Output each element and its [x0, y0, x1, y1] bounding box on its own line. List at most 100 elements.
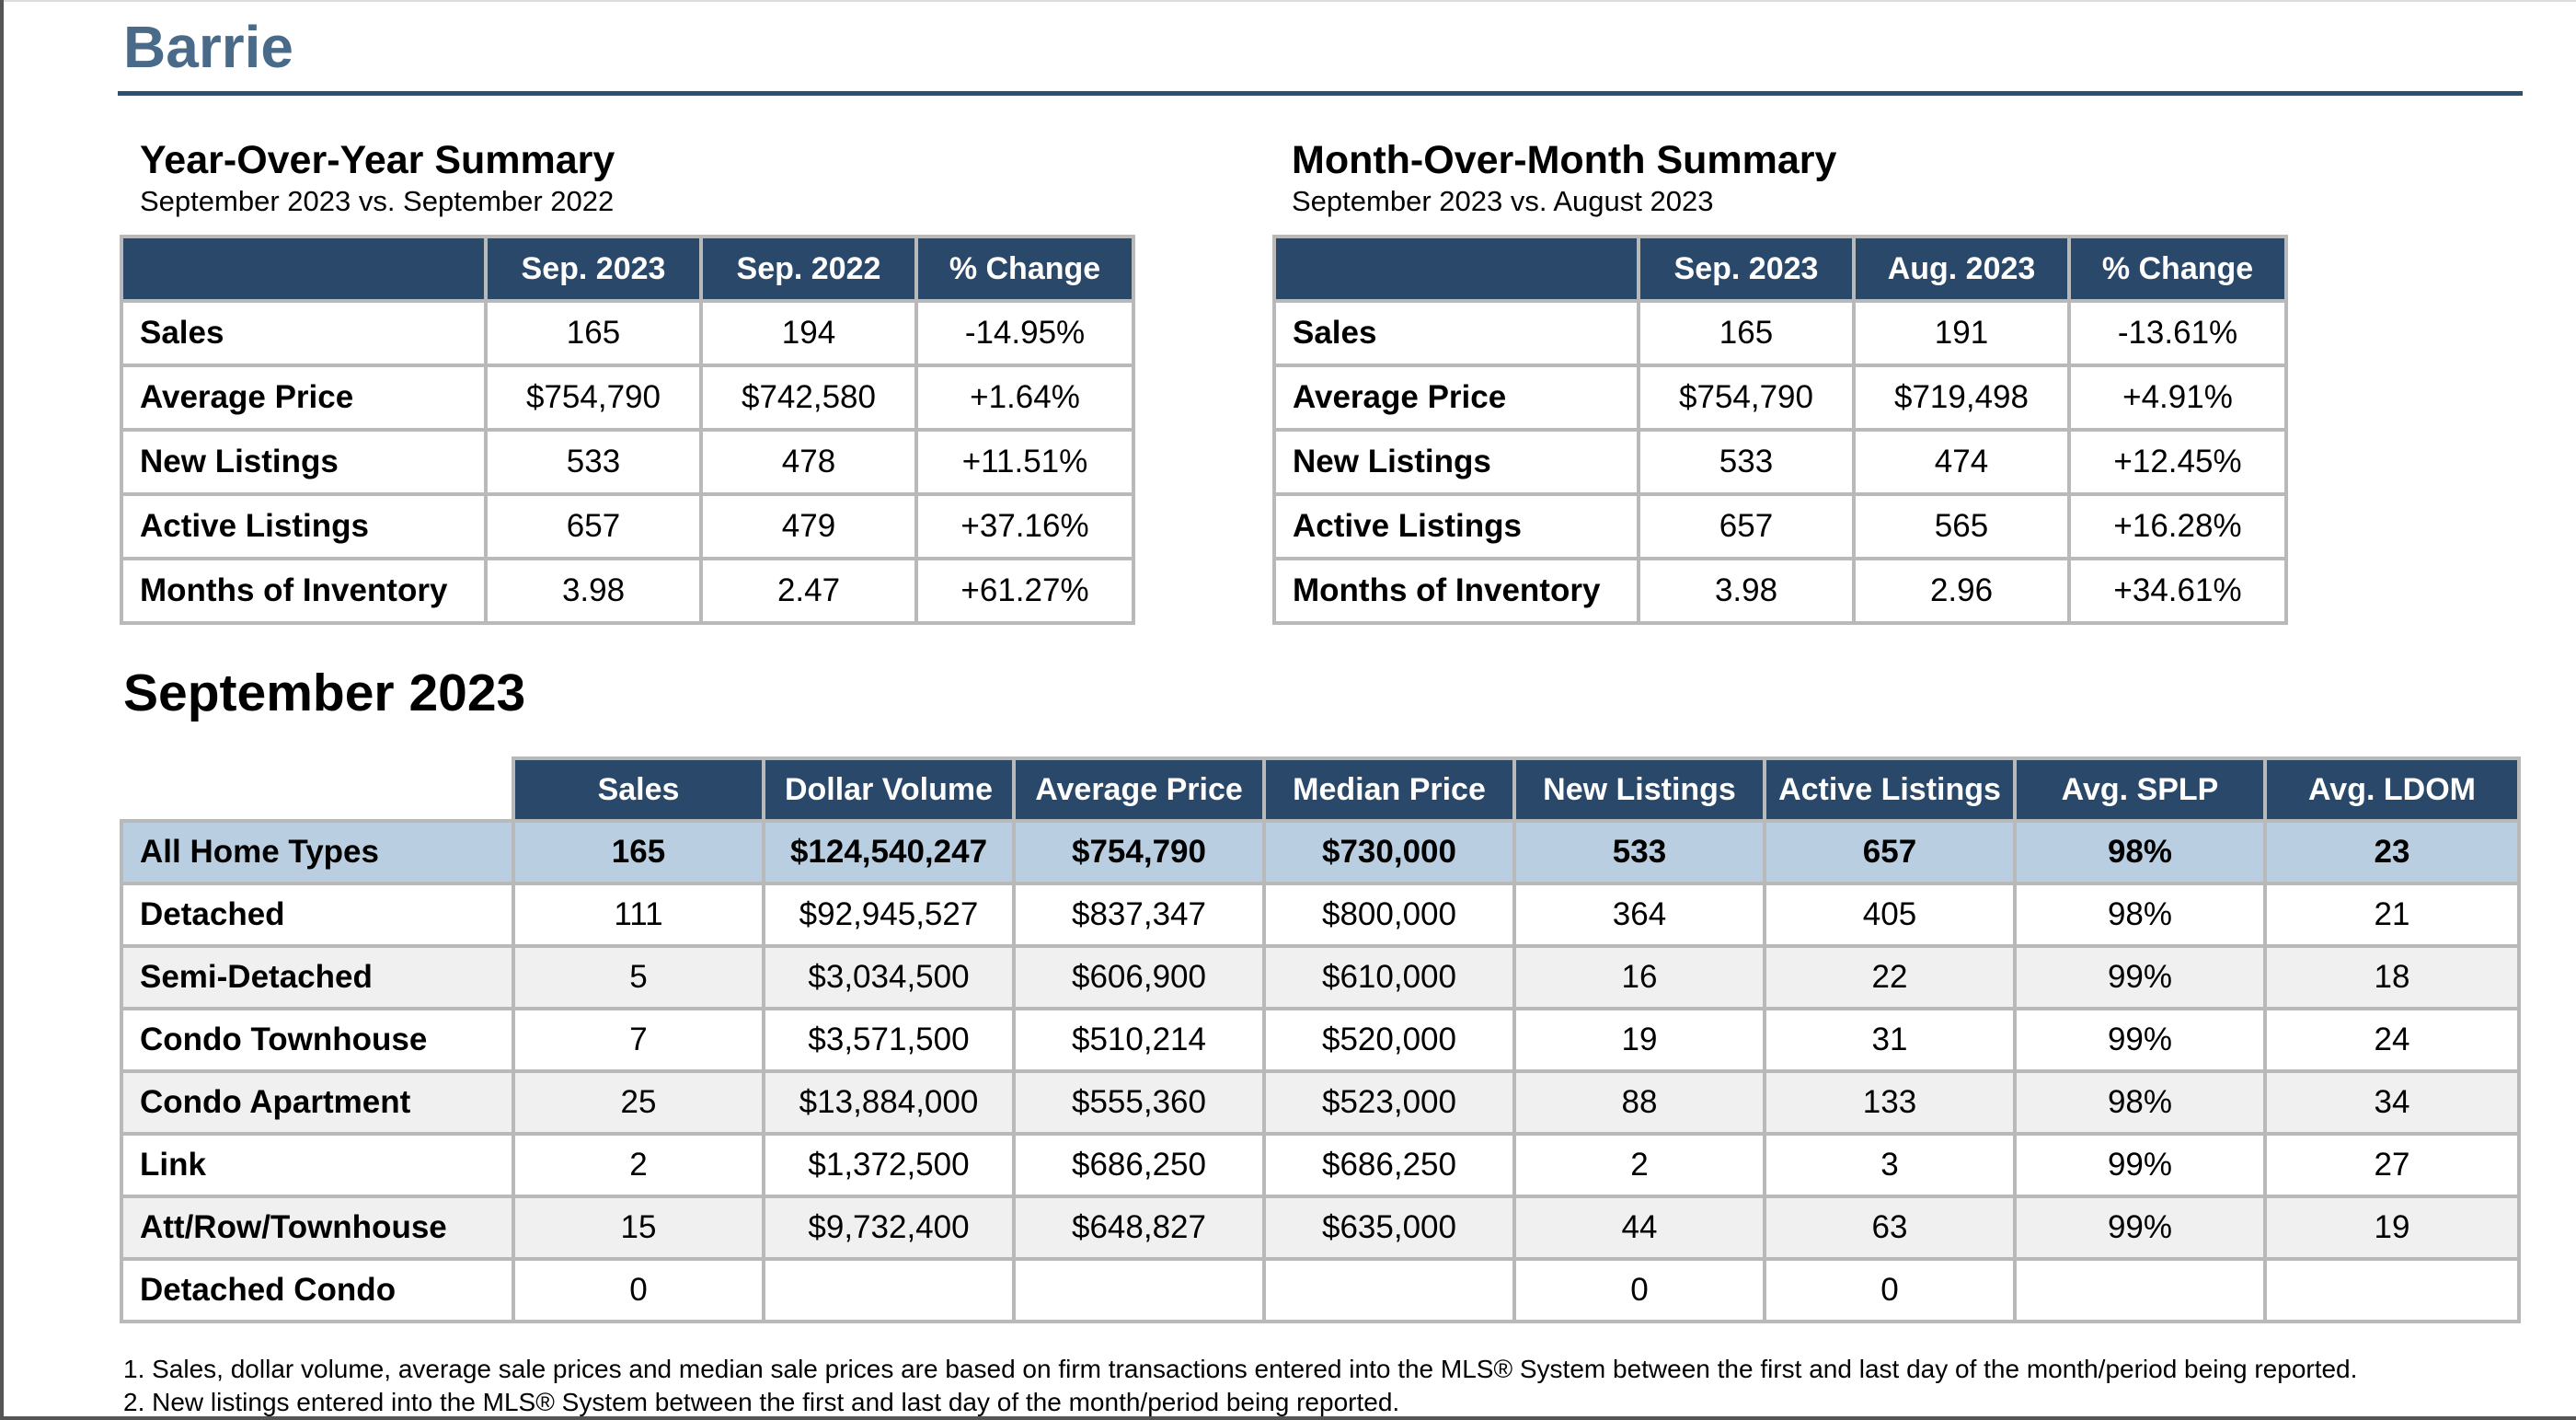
yoy-cell: 478 — [699, 428, 918, 496]
mom-cell: 2.96 — [1852, 557, 2071, 625]
yoy-cell: $742,580 — [699, 364, 918, 432]
monthly-cell: 44 — [1512, 1195, 1766, 1261]
monthly-cell: 7 — [512, 1007, 765, 1073]
monthly-cell: $1,372,500 — [762, 1132, 1016, 1198]
monthly-cell: $754,790 — [1012, 819, 1266, 885]
monthly-cell: $510,214 — [1012, 1007, 1266, 1073]
monthly-cell: $686,250 — [1262, 1132, 1516, 1198]
mom-row: Active Listings 657 565 +16.28% — [1272, 492, 2288, 560]
page-title: Barrie — [123, 14, 293, 80]
mom-cell: +12.45% — [2067, 428, 2288, 496]
mom-row-label: Months of Inventory — [1272, 557, 1640, 625]
monthly-cell: 99% — [2013, 944, 2267, 1010]
monthly-col-header: Sales — [512, 756, 765, 823]
monthly-cell: 63 — [1763, 1195, 2017, 1261]
monthly-cell: $520,000 — [1262, 1007, 1516, 1073]
mom-cell: $719,498 — [1852, 364, 2071, 432]
monthly-row-label: Condo Townhouse — [120, 1007, 515, 1073]
mom-cell: 191 — [1852, 299, 2071, 367]
monthly-cell: 2 — [1512, 1132, 1766, 1198]
yoy-cell: -14.95% — [914, 299, 1135, 367]
monthly-row-label: Att/Row/Townhouse — [120, 1195, 515, 1261]
mom-row: Average Price $754,790 $719,498 +4.91% — [1272, 364, 2288, 432]
footnote-2: 2. New listings entered into the MLS® Sy… — [123, 1388, 1400, 1416]
mom-col-header: Sep. 2023 — [1637, 235, 1856, 303]
monthly-col-header: Median Price — [1262, 756, 1516, 823]
monthly-table: Sales Dollar Volume Average Price Median… — [120, 756, 2521, 1323]
monthly-cell: $606,900 — [1012, 944, 1266, 1010]
yoy-col-header: % Change — [914, 235, 1135, 303]
yoy-col-header: Sep. 2023 — [484, 235, 703, 303]
monthly-cell: 31 — [1763, 1007, 2017, 1073]
monthly-row: Semi-Detached 5 $3,034,500 $606,900 $610… — [120, 944, 2521, 1010]
mom-cell: 533 — [1637, 428, 1856, 496]
monthly-cell: 3 — [1763, 1132, 2017, 1198]
monthly-cell: 99% — [2013, 1007, 2267, 1073]
monthly-cell: 19 — [1512, 1007, 1766, 1073]
monthly-cell: 133 — [1763, 1069, 2017, 1136]
yoy-row: Sales 165 194 -14.95% — [120, 299, 1135, 367]
monthly-cell: 657 — [1763, 819, 2017, 885]
mom-row-label: Sales — [1272, 299, 1640, 367]
monthly-cell — [2263, 1257, 2521, 1323]
monthly-cell: 23 — [2263, 819, 2521, 885]
monthly-cell: 405 — [1763, 882, 2017, 948]
monthly-cell: 98% — [2013, 882, 2267, 948]
monthly-cell: 0 — [1763, 1257, 2017, 1323]
monthly-cell: 0 — [1512, 1257, 1766, 1323]
yoy-subheading: September 2023 vs. September 2022 — [140, 185, 615, 217]
monthly-col-header: Avg. LDOM — [2263, 756, 2521, 823]
monthly-cell: $635,000 — [1262, 1195, 1516, 1261]
yoy-header-row: Sep. 2023 Sep. 2022 % Change — [120, 235, 1135, 303]
monthly-cell: $686,250 — [1012, 1132, 1266, 1198]
monthly-cell: $13,884,000 — [762, 1069, 1016, 1136]
monthly-cell: $3,571,500 — [762, 1007, 1016, 1073]
monthly-row: Condo Townhouse 7 $3,571,500 $510,214 $5… — [120, 1007, 2521, 1073]
mom-cell: +4.91% — [2067, 364, 2288, 432]
yoy-cell: 657 — [484, 492, 703, 560]
monthly-cell: $648,827 — [1012, 1195, 1266, 1261]
mom-row: Months of Inventory 3.98 2.96 +34.61% — [1272, 557, 2288, 625]
mom-cell: 657 — [1637, 492, 1856, 560]
mom-cell: 165 — [1637, 299, 1856, 367]
monthly-cell: 27 — [2263, 1132, 2521, 1198]
monthly-cell: 111 — [512, 882, 765, 948]
monthly-row: Detached Condo 0 0 0 — [120, 1257, 2521, 1323]
yoy-cell: 194 — [699, 299, 918, 367]
monthly-cell: 21 — [2263, 882, 2521, 948]
mom-col-header: Aug. 2023 — [1852, 235, 2071, 303]
monthly-row: Detached 111 $92,945,527 $837,347 $800,0… — [120, 882, 2521, 948]
yoy-col-header: Sep. 2022 — [699, 235, 918, 303]
monthly-col-header: Active Listings — [1763, 756, 2017, 823]
monthly-row: Condo Apartment 25 $13,884,000 $555,360 … — [120, 1069, 2521, 1136]
monthly-cell: $92,945,527 — [762, 882, 1016, 948]
monthly-cell: $610,000 — [1262, 944, 1516, 1010]
monthly-cell: 5 — [512, 944, 765, 1010]
page-left-edge — [0, 0, 4, 1420]
monthly-row: Att/Row/Townhouse 15 $9,732,400 $648,827… — [120, 1195, 2521, 1261]
monthly-cell: 2 — [512, 1132, 765, 1198]
monthly-cell: 34 — [2263, 1069, 2521, 1136]
monthly-cell: $523,000 — [1262, 1069, 1516, 1136]
monthly-row-label: Detached — [120, 882, 515, 948]
mom-header-row: Sep. 2023 Aug. 2023 % Change — [1272, 235, 2288, 303]
yoy-table: Sep. 2023 Sep. 2022 % Change Sales 165 1… — [120, 235, 1135, 625]
yoy-header-corner — [120, 235, 488, 303]
monthly-cell: 98% — [2013, 1069, 2267, 1136]
monthly-cell: 19 — [2263, 1195, 2521, 1261]
mom-table: Sep. 2023 Aug. 2023 % Change Sales 165 1… — [1272, 235, 2288, 625]
monthly-cell: $730,000 — [1262, 819, 1516, 885]
mom-cell: 565 — [1852, 492, 2071, 560]
mom-cell: +16.28% — [2067, 492, 2288, 560]
mom-cell: 474 — [1852, 428, 2071, 496]
monthly-cell — [762, 1257, 1016, 1323]
mom-col-header: % Change — [2067, 235, 2288, 303]
mom-cell: 3.98 — [1637, 557, 1856, 625]
footnote-1: 1. Sales, dollar volume, average sale pr… — [123, 1355, 2358, 1383]
yoy-row-label: New Listings — [120, 428, 488, 496]
monthly-row-label: All Home Types — [120, 819, 515, 885]
monthly-col-header: Dollar Volume — [762, 756, 1016, 823]
yoy-heading: Year-Over-Year Summary — [140, 138, 615, 182]
monthly-cell: 88 — [1512, 1069, 1766, 1136]
monthly-cell: 15 — [512, 1195, 765, 1261]
